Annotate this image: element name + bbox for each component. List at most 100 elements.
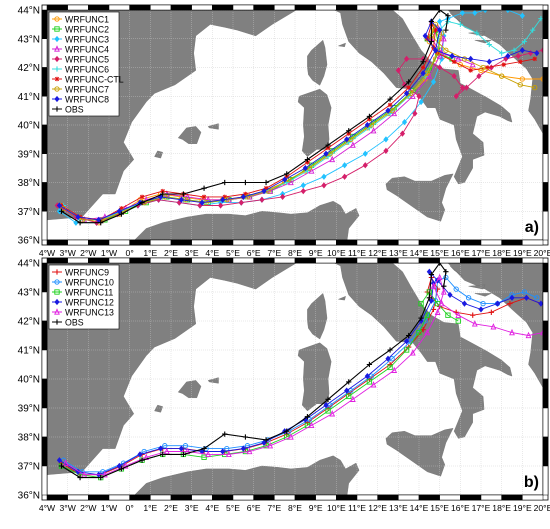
frame-segment	[212, 4, 234, 11]
track-point	[430, 78, 437, 85]
x-tick-label: 11°E	[348, 248, 366, 258]
track-point	[443, 47, 449, 53]
track-point	[201, 185, 207, 191]
track-point	[430, 282, 437, 289]
legend-label: WRFUNC-CTL	[65, 74, 124, 84]
track-point	[54, 289, 60, 295]
track-point	[222, 194, 227, 200]
track-point	[346, 131, 351, 136]
frame-segment	[294, 239, 316, 246]
frame-segment	[522, 494, 544, 501]
frame-segment	[232, 239, 254, 246]
frame-segment	[480, 4, 502, 11]
track-point	[73, 219, 79, 226]
frame-segment	[191, 257, 213, 264]
frame-segment	[88, 239, 110, 246]
track-point	[501, 62, 506, 67]
track-point	[240, 445, 246, 452]
land-sardinia	[297, 88, 332, 157]
track-point	[465, 295, 472, 301]
frame-segment	[460, 239, 482, 246]
land-dalmatia3	[449, 12, 463, 24]
track-point	[418, 98, 424, 106]
land-corsica	[307, 293, 328, 340]
track-point	[180, 191, 187, 197]
track-point	[509, 328, 515, 336]
x-tick-label: 19°E	[513, 503, 532, 513]
track-point	[455, 318, 461, 324]
track-point	[406, 85, 411, 90]
frame-segment	[212, 494, 234, 501]
frame-segment	[356, 239, 378, 246]
frame-segment	[41, 9, 48, 39]
track-point	[445, 312, 451, 318]
track-point	[178, 196, 184, 203]
frame-segment	[315, 257, 337, 264]
track-point	[329, 155, 336, 163]
frame-segment	[522, 239, 544, 246]
frame-segment	[336, 4, 358, 11]
panel-label: b)	[524, 474, 539, 491]
x-tick-label: 9°E	[309, 248, 323, 258]
track-point	[323, 401, 329, 409]
track-point	[418, 300, 424, 307]
track-point	[346, 379, 352, 385]
track-point	[505, 52, 511, 60]
frame-segment	[129, 494, 151, 501]
track-wrfunc13	[62, 273, 543, 478]
track-point	[399, 130, 406, 137]
track-point	[451, 73, 457, 80]
track-point	[346, 128, 352, 134]
frame-segment	[439, 257, 461, 264]
track-point	[418, 315, 424, 321]
track-point	[349, 141, 356, 148]
frame-segment	[542, 291, 549, 322]
x-tick-label: 5°E	[226, 248, 240, 258]
x-tick-label: 3°E	[185, 248, 199, 258]
x-tick-label: 15°E	[430, 248, 449, 258]
frame-segment	[41, 465, 48, 496]
track-point	[139, 199, 145, 206]
track-point	[505, 10, 511, 14]
track-wrfunc12	[56, 268, 543, 478]
track-point	[305, 160, 310, 165]
track-point	[534, 295, 540, 301]
track-point	[424, 328, 431, 336]
track-point	[344, 136, 350, 143]
track-point	[284, 171, 290, 177]
track-point	[54, 66, 60, 72]
x-tick-label: 11°E	[348, 503, 366, 513]
land-ibiza	[154, 404, 163, 413]
x-tick-label: 18°E	[492, 248, 511, 258]
map-content	[47, 10, 543, 240]
frame-segment	[522, 257, 544, 264]
frame-segment	[170, 239, 192, 246]
track-point	[480, 64, 486, 71]
track-line	[61, 23, 535, 221]
frame-segment	[315, 4, 337, 11]
track-point	[437, 263, 443, 266]
frame-segment	[41, 378, 48, 409]
track-point	[321, 182, 327, 189]
track-point	[182, 443, 189, 449]
track-point	[238, 199, 244, 206]
frame-segment	[542, 153, 549, 183]
track-point	[509, 294, 515, 301]
map-frame	[41, 257, 549, 501]
frame-segment	[232, 4, 254, 11]
land-sicily	[385, 428, 454, 477]
track-point	[445, 13, 451, 19]
legend-label: WRFUNC3	[65, 34, 109, 44]
track-point	[471, 320, 478, 327]
track-point	[485, 65, 490, 70]
track-point	[160, 451, 166, 458]
frame-segment	[336, 257, 358, 264]
track-point	[428, 38, 435, 45]
x-tick-label: 10°E	[327, 503, 346, 513]
track-point	[434, 286, 441, 292]
frame-segment	[542, 67, 549, 97]
frame-segment	[542, 407, 549, 438]
map-content	[47, 263, 543, 495]
track-point	[428, 271, 435, 278]
track-point	[225, 450, 232, 458]
